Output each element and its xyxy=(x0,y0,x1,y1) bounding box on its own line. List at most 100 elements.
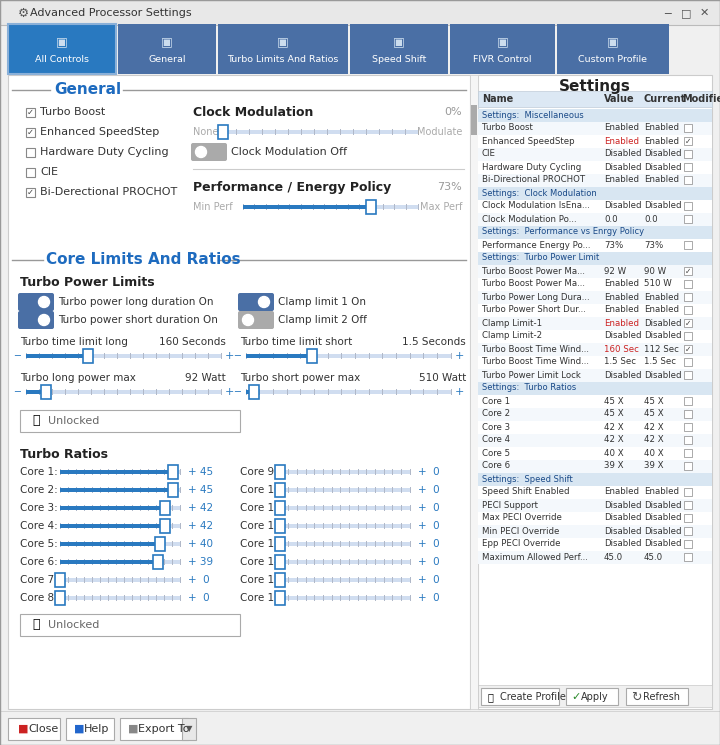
Text: Disabled: Disabled xyxy=(644,501,682,510)
Bar xyxy=(120,718,188,740)
Bar xyxy=(323,559,324,565)
Bar xyxy=(207,353,209,359)
Bar xyxy=(684,267,692,275)
Text: +: + xyxy=(225,351,235,361)
Text: ✓: ✓ xyxy=(685,267,691,276)
Bar xyxy=(277,204,279,210)
Text: Max PECI Override: Max PECI Override xyxy=(482,513,562,522)
Bar xyxy=(684,319,692,327)
Text: None: None xyxy=(193,127,218,137)
Bar xyxy=(314,469,315,475)
Text: Clamp Limit-2: Clamp Limit-2 xyxy=(482,332,542,340)
Bar xyxy=(8,718,60,740)
Bar xyxy=(275,591,285,605)
Bar xyxy=(115,541,117,547)
Bar xyxy=(348,577,350,583)
Text: Settings:  Miscellaneous: Settings: Miscellaneous xyxy=(482,110,584,119)
Text: Core 10:: Core 10: xyxy=(240,485,284,495)
Bar xyxy=(279,541,281,547)
Text: Turbo Ratios: Turbo Ratios xyxy=(20,448,108,460)
Bar xyxy=(305,541,307,547)
Text: Disabled: Disabled xyxy=(604,370,642,379)
Text: Settings:  Performance vs Enrgy Policy: Settings: Performance vs Enrgy Policy xyxy=(482,227,644,236)
Bar xyxy=(279,487,281,493)
Text: Disabled: Disabled xyxy=(644,539,682,548)
Text: +: + xyxy=(225,387,235,397)
Text: Enabled: Enabled xyxy=(604,279,639,288)
Text: +  0: + 0 xyxy=(418,575,440,585)
Bar xyxy=(358,487,359,493)
Text: Current: Current xyxy=(644,94,686,104)
Text: Clock Modulation Po...: Clock Modulation Po... xyxy=(482,215,577,223)
Bar xyxy=(478,343,712,356)
Bar xyxy=(107,469,109,475)
Text: General: General xyxy=(148,55,186,65)
Bar xyxy=(684,137,692,145)
Text: Settings:  Turbo Ratios: Settings: Turbo Ratios xyxy=(482,384,576,393)
Bar xyxy=(478,395,712,408)
Bar xyxy=(340,541,341,547)
Bar xyxy=(331,487,333,493)
Bar xyxy=(323,487,324,493)
Text: PECI Support: PECI Support xyxy=(482,501,538,510)
Bar xyxy=(684,293,692,301)
Text: Unlocked: Unlocked xyxy=(48,416,99,426)
Bar xyxy=(155,537,165,551)
Bar xyxy=(171,505,173,511)
Text: Core 3:: Core 3: xyxy=(20,503,58,513)
Text: Enhanced SpeedStep: Enhanced SpeedStep xyxy=(40,127,159,137)
Text: All Controls: All Controls xyxy=(35,55,89,65)
Text: Disabled: Disabled xyxy=(644,319,682,328)
Text: Core 1: Core 1 xyxy=(482,396,510,405)
Text: Clamp Limit-1: Clamp Limit-1 xyxy=(482,319,542,328)
Bar xyxy=(301,204,302,210)
Bar xyxy=(375,469,376,475)
Bar xyxy=(99,505,101,511)
Bar xyxy=(314,577,315,583)
Bar xyxy=(99,559,101,565)
Bar xyxy=(246,354,312,358)
Text: ▣: ▣ xyxy=(161,36,173,48)
Bar xyxy=(478,148,712,161)
Bar xyxy=(115,523,117,529)
Bar xyxy=(478,213,712,226)
Text: 45 X: 45 X xyxy=(604,396,624,405)
Text: Core Limits And Ratios: Core Limits And Ratios xyxy=(46,253,240,267)
Bar xyxy=(181,389,182,395)
Text: + 40: + 40 xyxy=(188,539,213,549)
Bar xyxy=(275,483,285,497)
Bar xyxy=(275,501,285,515)
Text: ✓: ✓ xyxy=(27,107,34,116)
Text: Enabled: Enabled xyxy=(644,305,679,314)
Text: Help: Help xyxy=(84,724,109,734)
Bar xyxy=(124,523,125,529)
Bar xyxy=(163,595,164,601)
Bar xyxy=(314,353,315,359)
Text: General: General xyxy=(54,83,121,98)
Bar xyxy=(65,353,66,359)
Text: 🔓: 🔓 xyxy=(32,618,40,632)
Bar xyxy=(323,469,324,475)
Bar xyxy=(246,390,254,394)
Bar xyxy=(297,505,298,511)
Bar xyxy=(115,577,117,583)
Bar xyxy=(91,487,92,493)
Bar xyxy=(312,204,313,210)
Circle shape xyxy=(38,297,50,308)
Text: Name: Name xyxy=(482,94,513,104)
Text: Modulate: Modulate xyxy=(417,127,462,137)
Bar xyxy=(179,577,181,583)
Bar xyxy=(313,129,315,135)
Text: ▼: ▼ xyxy=(186,724,192,734)
Bar xyxy=(375,577,376,583)
FancyBboxPatch shape xyxy=(18,293,54,311)
Bar xyxy=(355,353,356,359)
Bar xyxy=(60,470,180,474)
Bar xyxy=(331,469,333,475)
Bar xyxy=(375,595,376,601)
Text: 45 X: 45 X xyxy=(644,410,664,419)
Text: +  0: + 0 xyxy=(418,503,440,513)
Bar xyxy=(220,353,222,359)
Text: Min PECI Override: Min PECI Override xyxy=(482,527,559,536)
Bar xyxy=(280,488,410,492)
